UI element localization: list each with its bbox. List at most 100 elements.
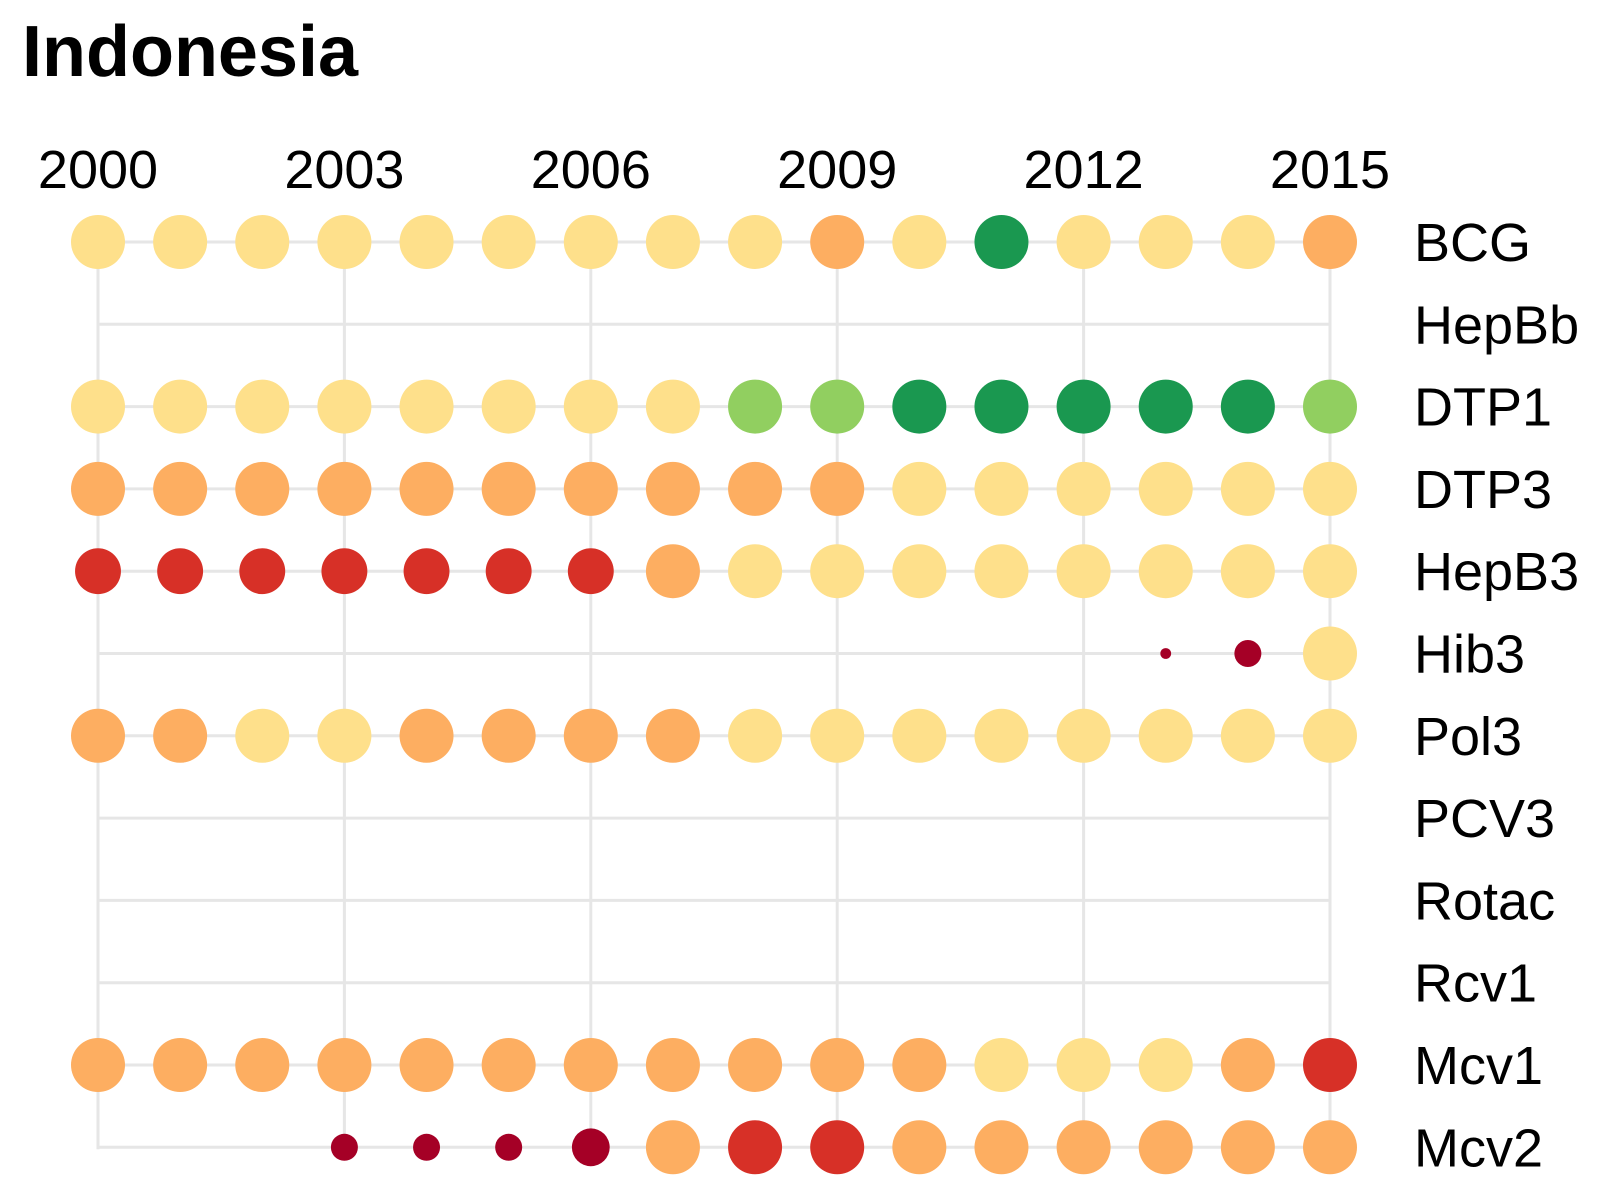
data-point bbox=[153, 215, 208, 269]
data-points bbox=[71, 215, 1357, 1175]
data-point bbox=[567, 548, 614, 595]
x-tick-label: 2000 bbox=[38, 140, 158, 200]
y-category-label: Mcv2 bbox=[1414, 1118, 1543, 1178]
data-point bbox=[1303, 379, 1357, 434]
data-point bbox=[563, 708, 618, 763]
data-point bbox=[235, 1038, 290, 1092]
x-tick-label: 2012 bbox=[1024, 140, 1144, 200]
data-point bbox=[481, 461, 536, 516]
data-point bbox=[974, 544, 1029, 599]
data-point bbox=[810, 1038, 865, 1092]
data-point bbox=[728, 544, 783, 599]
data-point bbox=[1056, 708, 1111, 763]
data-point bbox=[1220, 215, 1275, 269]
data-point bbox=[974, 215, 1029, 269]
data-point bbox=[892, 215, 947, 269]
data-point bbox=[728, 461, 783, 516]
x-tick-label: 2006 bbox=[531, 140, 651, 200]
data-point bbox=[810, 379, 865, 434]
y-category-label: Hib3 bbox=[1414, 625, 1525, 685]
data-point bbox=[728, 379, 783, 434]
data-point bbox=[810, 1120, 865, 1175]
data-point bbox=[1138, 1038, 1193, 1092]
data-point bbox=[645, 379, 700, 434]
data-point bbox=[399, 215, 454, 269]
data-point bbox=[1056, 379, 1111, 434]
data-point bbox=[317, 708, 372, 763]
data-point bbox=[892, 461, 947, 516]
data-point bbox=[645, 708, 700, 763]
data-point bbox=[481, 1038, 536, 1092]
data-point bbox=[728, 708, 783, 763]
data-point bbox=[1220, 544, 1275, 599]
data-point bbox=[235, 708, 290, 763]
data-point bbox=[563, 379, 618, 434]
data-point bbox=[892, 1120, 947, 1175]
data-point bbox=[728, 215, 783, 269]
data-point bbox=[1138, 461, 1193, 516]
data-point bbox=[317, 1038, 372, 1092]
data-point bbox=[75, 548, 121, 595]
data-point bbox=[1303, 1120, 1357, 1175]
data-point bbox=[1056, 1038, 1111, 1092]
data-point bbox=[645, 544, 700, 599]
data-point bbox=[71, 708, 125, 763]
data-point bbox=[235, 215, 290, 269]
y-category-label: Mcv1 bbox=[1414, 1036, 1543, 1096]
data-point bbox=[563, 215, 618, 269]
data-point bbox=[1220, 708, 1275, 763]
data-point bbox=[239, 548, 286, 595]
data-point bbox=[485, 548, 532, 595]
data-point bbox=[974, 379, 1029, 434]
data-point bbox=[157, 548, 204, 595]
data-point bbox=[1303, 215, 1357, 269]
data-point bbox=[1303, 544, 1357, 599]
x-tick-label: 2009 bbox=[777, 140, 897, 200]
data-point bbox=[1138, 379, 1193, 434]
data-point bbox=[317, 379, 372, 434]
data-point bbox=[235, 379, 290, 434]
data-point bbox=[810, 215, 865, 269]
data-point bbox=[1160, 648, 1172, 659]
data-point bbox=[728, 1038, 783, 1092]
chart-title: Indonesia bbox=[22, 12, 359, 92]
y-category-label: PCV3 bbox=[1414, 789, 1555, 849]
data-point bbox=[1138, 544, 1193, 599]
x-tick-label: 2015 bbox=[1270, 140, 1390, 200]
data-point bbox=[153, 708, 208, 763]
data-point bbox=[1138, 1120, 1193, 1175]
data-point bbox=[71, 215, 125, 269]
data-point bbox=[892, 379, 947, 434]
y-category-label: Rcv1 bbox=[1414, 954, 1537, 1014]
data-point bbox=[1220, 461, 1275, 516]
y-category-label: HepBb bbox=[1414, 295, 1579, 355]
data-point bbox=[645, 215, 700, 269]
data-point bbox=[399, 461, 454, 516]
y-axis-labels: BCG HepBb DTP1 DTP3 HepB3 Hib3 Pol3 PCV3 Rotac Rc… bbox=[1414, 213, 1579, 1178]
data-point bbox=[235, 461, 290, 516]
data-point bbox=[399, 708, 454, 763]
data-point bbox=[495, 1133, 523, 1161]
y-category-label: DTP1 bbox=[1414, 378, 1552, 438]
data-point bbox=[1138, 708, 1193, 763]
data-point bbox=[571, 1128, 610, 1167]
grid-lines bbox=[96, 240, 1332, 1150]
data-point bbox=[71, 379, 125, 434]
data-point bbox=[321, 548, 368, 595]
data-point bbox=[1220, 1038, 1275, 1092]
data-point bbox=[810, 544, 865, 599]
data-point bbox=[810, 461, 865, 516]
data-point bbox=[974, 461, 1029, 516]
data-point bbox=[563, 461, 618, 516]
data-point bbox=[1056, 1120, 1111, 1175]
data-point bbox=[71, 461, 125, 516]
data-point bbox=[563, 1038, 618, 1092]
data-point bbox=[1056, 215, 1111, 269]
data-point bbox=[892, 1038, 947, 1092]
y-category-label: DTP3 bbox=[1414, 460, 1552, 520]
data-point bbox=[1056, 544, 1111, 599]
data-point bbox=[481, 379, 536, 434]
data-point bbox=[399, 1038, 454, 1092]
data-point bbox=[974, 1120, 1029, 1175]
data-point bbox=[728, 1120, 783, 1175]
